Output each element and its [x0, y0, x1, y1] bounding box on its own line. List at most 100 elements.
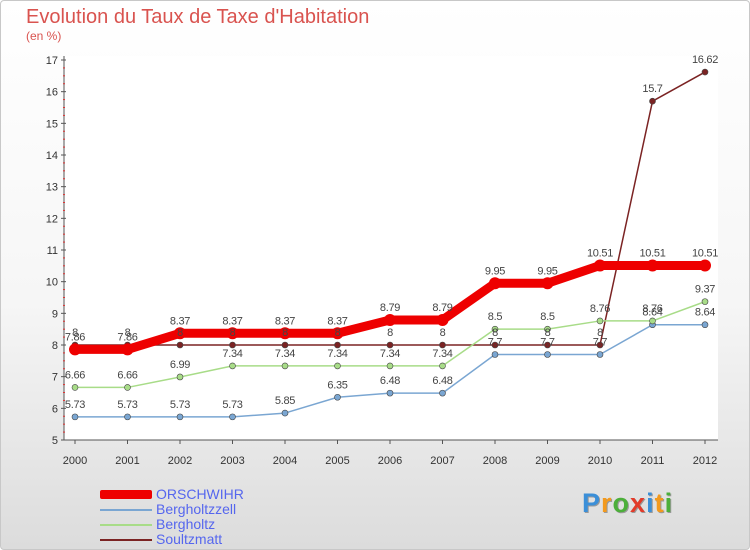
data-point-orschwihr: [489, 277, 501, 290]
x-tick-label: 2005: [325, 455, 349, 467]
legend-swatch-soultzmatt: [100, 539, 152, 541]
data-point-bergholtzzell: [124, 413, 131, 421]
logo-letter: P: [582, 488, 602, 518]
data-label-bergholtzzell: 7.7: [540, 337, 555, 349]
logo-letter: i: [664, 488, 674, 518]
x-tick-label: 2009: [535, 455, 559, 467]
data-point-soultzmatt: [596, 341, 604, 349]
proxiti-logo: Proxiti: [582, 488, 673, 519]
y-tick-label: 6: [52, 403, 58, 415]
legend-label-bergholtz: Bergholtz: [156, 516, 216, 532]
data-label-bergholtz: 6.99: [170, 359, 190, 371]
data-point-orschwihr: [541, 277, 554, 290]
data-point-orschwihr: [174, 327, 186, 340]
data-label-bergholtz: 8.76: [590, 303, 610, 315]
data-point-orschwihr: [121, 343, 134, 356]
data-label-bergholtzzell: 5.73: [117, 399, 137, 411]
legend-swatch-bergholtzzell: [100, 509, 152, 511]
data-point-bergholtzzell: [334, 393, 341, 401]
data-label-bergholtzzell: 7.7: [488, 337, 503, 349]
data-label-orschwihr: 8.37: [327, 315, 347, 327]
data-point-soultzmatt: [281, 341, 289, 349]
data-label-soultzmatt: 8: [545, 327, 551, 339]
data-label-bergholtz: 7.34: [222, 348, 242, 360]
data-point-soultzmatt: [544, 341, 551, 349]
data-label-orschwihr: 7.86: [117, 331, 137, 343]
data-label-bergholtzzell: 7.7: [593, 337, 608, 349]
data-point-orschwihr: [699, 259, 711, 272]
y-tick-label: 17: [46, 55, 58, 67]
data-point-bergholtz: [229, 362, 236, 370]
logo-letter: r: [601, 488, 613, 518]
data-label-orschwihr: 9.95: [485, 265, 505, 277]
data-point-bergholtz: [334, 362, 341, 370]
legend-swatch-bergholtz: [100, 524, 152, 526]
data-point-bergholtz: [281, 362, 289, 370]
data-point-bergholtzzell: [281, 409, 289, 417]
data-label-orschwihr: 8.79: [380, 302, 400, 314]
data-label-orschwihr: 8.79: [432, 302, 452, 314]
data-point-bergholtzzell: [491, 351, 499, 358]
x-tick-label: 2002: [168, 455, 192, 467]
data-label-bergholtzzell: 5.73: [65, 399, 85, 411]
y-tick-label: 13: [46, 182, 58, 194]
data-point-orschwihr: [279, 327, 291, 340]
x-tick-label: 2007: [430, 455, 454, 467]
logo-letter: t: [654, 488, 665, 518]
data-point-soultzmatt: [491, 341, 499, 349]
data-label-bergholtz: 6.66: [117, 369, 137, 381]
data-label-bergholtzzell: 6.48: [380, 375, 400, 387]
data-label-soultzmatt: 8: [335, 327, 341, 339]
data-label-bergholtz: 6.66: [65, 369, 85, 381]
chart-title: Evolution du Taux de Taxe d'Habitation: [26, 6, 370, 28]
data-point-soultzmatt: [334, 341, 341, 349]
data-point-bergholtzzell: [176, 413, 184, 421]
data-point-bergholtzzell: [386, 389, 394, 397]
data-point-bergholtz: [124, 384, 131, 391]
data-label-bergholtz: 7.34: [380, 348, 400, 360]
data-label-bergholtz: 8.5: [488, 311, 503, 323]
data-point-bergholtz: [71, 384, 79, 391]
data-label-bergholtzzell: 5.73: [222, 399, 242, 411]
data-label-bergholtz: 7.34: [432, 348, 452, 360]
logo-letter: x: [630, 488, 647, 518]
y-tick-label: 10: [46, 277, 58, 289]
x-tick-label: 2008: [483, 455, 507, 467]
data-label-orschwihr: 8.37: [222, 315, 242, 327]
data-point-bergholtzzell: [439, 389, 446, 397]
legend-label-bergholtzzell: Bergholtzzell: [156, 501, 237, 517]
y-tick-label: 14: [46, 150, 58, 162]
legend-swatch-orschwihr: [100, 490, 152, 499]
data-point-orschwihr: [594, 259, 606, 272]
data-point-soultzmatt: [649, 97, 656, 105]
x-tick-label: 2000: [63, 455, 87, 467]
y-tick-label: 16: [46, 87, 58, 99]
x-tick-label: 2004: [273, 455, 297, 467]
data-label-soultzmatt: 8: [440, 327, 446, 339]
data-label-bergholtzzell: 6.48: [432, 375, 452, 387]
data-label-bergholtz: 8.76: [642, 303, 662, 315]
data-point-bergholtz: [596, 317, 604, 325]
data-point-bergholtzzell: [701, 321, 709, 329]
y-tick-label: 5: [52, 435, 58, 447]
data-label-soultzmatt: 8: [492, 327, 498, 339]
data-point-bergholtz: [544, 325, 551, 333]
data-label-bergholtzzell: 5.85: [275, 395, 295, 407]
data-point-bergholtzzell: [229, 413, 236, 421]
data-point-soultzmatt: [176, 341, 184, 349]
legend-label-soultzmatt: Soultzmatt: [156, 531, 223, 547]
logo-letter: o: [612, 488, 631, 518]
y-tick-label: 12: [46, 213, 58, 225]
data-label-orschwihr: 8.37: [275, 315, 295, 327]
data-label-bergholtz: 8.5: [540, 311, 555, 323]
data-label-soultzmatt: 8: [387, 327, 393, 339]
data-label-bergholtz: 9.37: [695, 284, 715, 296]
y-tick-label: 11: [47, 245, 58, 257]
data-label-bergholtzzell: 6.35: [327, 379, 347, 391]
data-point-orschwihr: [384, 313, 396, 326]
data-point-soultzmatt: [386, 341, 394, 349]
data-label-orschwihr: 9.95: [537, 265, 557, 277]
data-label-soultzmatt: 15.7: [642, 83, 662, 95]
x-tick-label: 2011: [641, 455, 665, 467]
data-label-bergholtzzell: 8.64: [695, 307, 715, 319]
